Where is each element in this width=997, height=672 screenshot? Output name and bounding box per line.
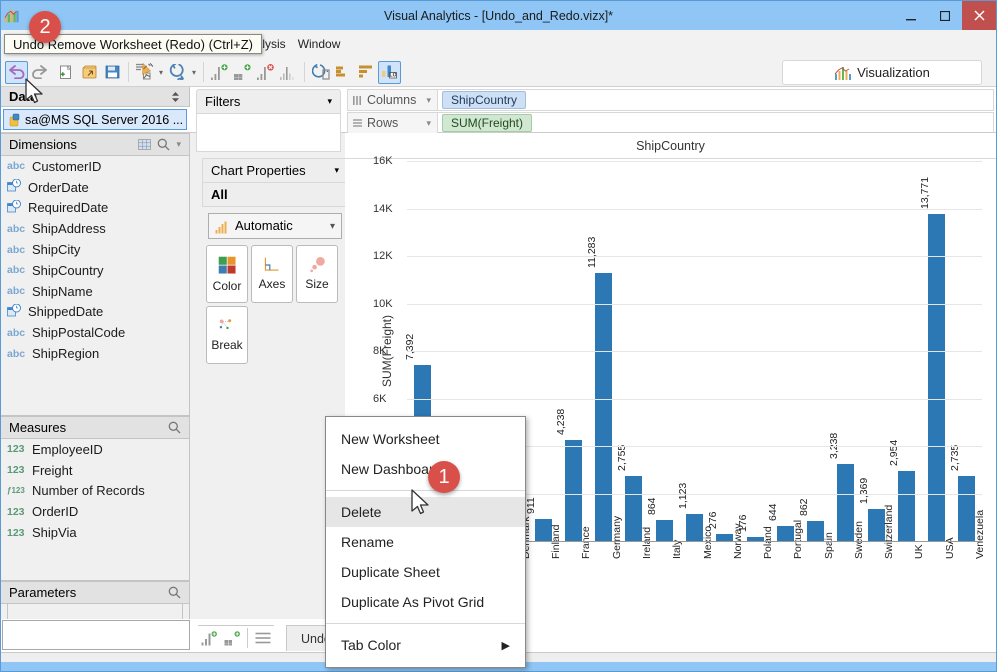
svg-text:LO: LO [390, 73, 397, 79]
